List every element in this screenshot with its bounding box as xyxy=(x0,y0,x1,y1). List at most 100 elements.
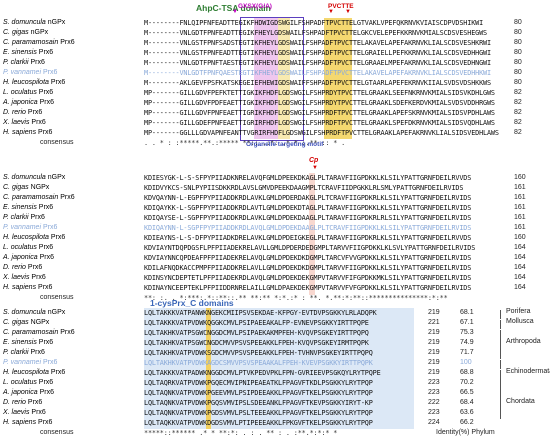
residue-position: 80 xyxy=(514,79,522,86)
species-name: X. laevis Prx6 xyxy=(3,409,46,416)
sequence: KDIDVYKCS-SNLPYPIISDKKRDLAVSLGMVDPEEKDAA… xyxy=(144,184,464,192)
alignment-row: E. sinensis Prx6 LQLTAKHKVATPSGWCNGDCMVVP… xyxy=(0,338,550,348)
identity-percent: 68.8 xyxy=(460,369,474,376)
sequence: M--------VNLGSTFPNFEADTTEGTIKFHEYLGDSWAI… xyxy=(144,49,491,57)
alignment-block-1: S. domuncula nGPx M--------FNLQIPFNFEADTT… xyxy=(0,18,550,150)
motif-label-gxsx: GXSX(G/A) xyxy=(238,3,272,10)
alignment-row: C. paramamosain Prx6 LQLTAKHKVATPSGWCNGGD… xyxy=(0,328,550,338)
species-name: H. sapiens Prx6 xyxy=(3,419,53,426)
residue-position: 219 xyxy=(428,339,440,346)
residue-position: 221 xyxy=(428,319,440,326)
sequence: LQLTAKHKVATPVDWKSGDCMVVPSVSPEEAKKLFPEH-T… xyxy=(144,349,373,357)
alignment-row: H. sapiens Prx6 KDINAYNCEEPTEKLPFPIIDDRNR… xyxy=(0,283,550,293)
alignment-row: P. clarkii Prx6 KDIQAYSE-L-SGPFPYPIIADDKR… xyxy=(0,213,550,223)
sequence: MP-------GGLLLGDVAPNFEANTTVGRIRFHDFLGDSW… xyxy=(144,129,499,137)
residue-position: 164 xyxy=(514,284,526,291)
alignment-row: A. japonica Prx6 MP-------GILLGDVFPDFEAET… xyxy=(0,98,550,108)
residue-position: 80 xyxy=(514,19,522,26)
residue-position: 160 xyxy=(514,234,526,241)
sequence: LQLTAKHKVATPSGWCNGDCMVVPSVSPEEAKKLFPEH-K… xyxy=(144,339,369,347)
alignment-row: P. vannamei Prx6 KDIQAYNN-L-SGPFPYPIIADDK… xyxy=(0,223,550,233)
motif-gxsx-highlight xyxy=(254,18,280,139)
sequence: LQLTAKHKVATPSGWCNGGDCMVLPSIPAEKAKMPFEH-K… xyxy=(144,329,369,337)
identity-percent: 70.2 xyxy=(460,379,474,386)
identity-percent: 75.3 xyxy=(460,329,474,336)
sequence: KDIQAYKK-L-SGPFPYPIIADDKRDLAVTLGMLDPDEKD… xyxy=(144,204,472,212)
species-name: H. leucospilota Prx6 xyxy=(3,79,66,86)
alignment-row: L. oculatus Prx6 KDVIAYNTDQPDGSFLPFPIIADE… xyxy=(0,243,550,253)
species-name: C. gigas NGPx xyxy=(3,184,50,191)
residue-position: 222 xyxy=(428,399,440,406)
alignment-row: H. sapiens Prx6 MP-------GGLLLGDVAPNFEANT… xyxy=(0,128,550,138)
alignment-row: P. vannamei Prx6 M--------VNLGDTFPNFQAEST… xyxy=(0,68,550,78)
residue-position: 161 xyxy=(514,184,526,191)
residue-position: 161 xyxy=(514,224,526,231)
residue-position: 164 xyxy=(514,274,526,281)
domain-label-ahpc-tsa: AhpC-TSA domain xyxy=(196,3,271,13)
identity-percent: 100 xyxy=(460,359,472,366)
arrow-marker-icon: ▼ xyxy=(328,9,334,15)
cp-marker-label: Cp xyxy=(309,157,318,164)
residue-position: 82 xyxy=(514,89,522,96)
identity-percent: 74.9 xyxy=(460,339,474,346)
alignment-row: D. rerio Prx6 KDILAFNQDKACCPMPFPIIADDKREL… xyxy=(0,263,550,273)
species-name: C. paramamosain Prx6 xyxy=(3,39,75,46)
sequence: M--------FNLQIPFNFEADTTEGIKFHDWIGDSWGILF… xyxy=(144,19,484,27)
species-name: X. laevis Prx6 xyxy=(3,119,46,126)
species-name: E. sinensis Prx6 xyxy=(3,339,54,346)
consensus-sequence: **: :. . *:***:.*::**::.** **:** *:*.:* … xyxy=(144,294,448,302)
residue-position: 164 xyxy=(514,254,526,261)
alignment-row: E. sinensis Prx6 KDIQAYKK-L-SGPFPYPIIADDK… xyxy=(0,203,550,213)
residue-position: 82 xyxy=(514,109,522,116)
residue-position: 164 xyxy=(514,244,526,251)
alignment-row: C. paramamosain Prx6 KDVQAYNN-L-EGPFPYPII… xyxy=(0,193,550,203)
alignment-row: E. sinensis Prx6 M--------VNLGSTFPNFEADTT… xyxy=(0,48,550,58)
species-name: D. rerio Prx6 xyxy=(3,399,43,406)
identity-percent: 67.1 xyxy=(460,319,474,326)
residue-position: 161 xyxy=(514,214,526,221)
residue-position: 219 xyxy=(428,349,440,356)
alignment-row: C. gigas NGPx KDIDVYKCS-SNLPYPIISDKKRDLAV… xyxy=(0,183,550,193)
sequence: MP-------GILLGDVFPEFKTETTIGKIKFHDFLGDSWG… xyxy=(144,89,495,97)
residue-position: 80 xyxy=(514,39,522,46)
sequence: MP-------GILLGDVFPNFEAETTIGRIKFHDFLGDSWG… xyxy=(144,109,495,117)
sequence: LQLTAKKKVATPADWKNGGDCMVLPTVKPEDVPKLFPN-G… xyxy=(144,369,381,377)
consensus-label: consensus xyxy=(40,294,74,301)
species-name: D. rerio Prx6 xyxy=(3,264,43,271)
species-name: P. vannamei Prx6 xyxy=(3,224,58,231)
identity-percent: 71.7 xyxy=(460,349,474,356)
residue-position: 80 xyxy=(514,59,522,66)
sequence: KDVQAYNN-L-EGPFPYPIIADDKRDLAVKLGMLDPDERD… xyxy=(144,194,472,202)
alignment-row: C. gigas NGPx LQLTAKKKVATPVDWKQGGKCMVLPSI… xyxy=(0,318,550,328)
domain-blue-highlight xyxy=(144,308,414,429)
consensus-sequence: . . * : :*****.**.:***** **:: .:*: .* * … xyxy=(144,139,346,147)
species-name: A. japonica Prx6 xyxy=(3,99,54,106)
sequence: M--------VNLGDTFPNFTAESTEGTIKFHEYLGDSWAI… xyxy=(144,59,491,67)
alignment-row: L. oculatus Prx6 LQLTAQRKVATPVDWKPGQECMVI… xyxy=(0,378,550,388)
species-name: C. gigas nGPx xyxy=(3,29,49,36)
residue-position: 223 xyxy=(428,389,440,396)
phylum-bracket xyxy=(500,320,501,329)
residue-position: 80 xyxy=(514,29,522,36)
alignment-row: X. laevis Prx6 MP-------GILLGDEFPNFEAETTI… xyxy=(0,118,550,128)
phylum-label: Mollusca xyxy=(506,318,534,325)
residue-position: 219 xyxy=(428,359,440,366)
identity-phylum-footer: Identity(%) Phylum xyxy=(436,429,495,436)
alignment-row: X. laevis Prx6 KDINSYNCDEPTETLPFPIIADEKRD… xyxy=(0,273,550,283)
alignment-row: H. leucospilota Prx6 LQLTAKKKVATPADWKNGGD… xyxy=(0,368,550,378)
identity-percent: 63.6 xyxy=(460,409,474,416)
sequence: MP-------GILLGDEFPNFEAETTIGRIRFHDFLGDSWG… xyxy=(144,119,495,127)
alignment-figure: AhpC-TSA domain GXSX(G/A) PVCTTE ▼ ▼ ▼ O… xyxy=(0,3,550,437)
consensus-row: consensus *****::****** .* * **:*: . : . … xyxy=(0,428,550,438)
sequence: LQLTAQRKVATPVDWKPGQECMVIPNIPEAEATKLFPAGV… xyxy=(144,379,373,387)
species-name: C. paramamosain Prx6 xyxy=(3,329,75,336)
alignment-block-2: S. domuncula nGPx KDIESYGK-L-S-SFPYPIIADK… xyxy=(0,173,550,305)
alignment-row: A. japonica Prx6 KDVIAYNNCQPDEAFPFPIIADEK… xyxy=(0,253,550,263)
sequence: MP-------GILLGDVFPDFEAETTIGKIKFHDFLGDSWG… xyxy=(144,99,495,107)
species-name: L. oculatus Prx6 xyxy=(3,379,54,386)
residue-position: 161 xyxy=(514,194,526,201)
residue-position: 164 xyxy=(514,264,526,271)
alignment-row: A. japonica Prx6 LQLTAQNKVATPVDWKPGEEVMVL… xyxy=(0,388,550,398)
residue-position: 82 xyxy=(514,129,522,136)
sequence: LQLTAQKKVATPVDWKDGDSVMVLPTIPEEEAKKLFPKGV… xyxy=(144,419,373,427)
